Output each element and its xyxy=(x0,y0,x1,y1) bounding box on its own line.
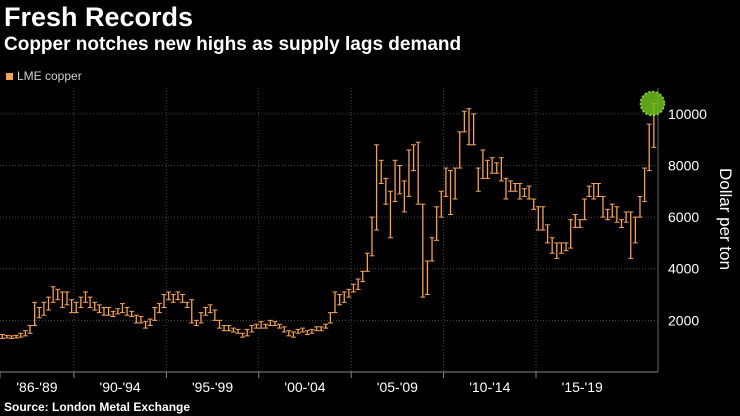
legend: LME copper xyxy=(6,69,82,83)
price-bars xyxy=(0,102,657,339)
legend-swatch xyxy=(6,72,13,80)
y-tick-label: 8000 xyxy=(668,157,699,173)
x-tick-label: '90-'94 xyxy=(100,379,141,395)
y-axis: 2000 4000 6000 8000 10000 Dollar per ton xyxy=(0,88,735,373)
vertical-gridlines xyxy=(73,88,537,372)
source-note: Source: London Metal Exchange xyxy=(4,400,191,414)
legend-label: LME copper xyxy=(17,69,82,83)
gridlines xyxy=(0,113,658,321)
y-axis-label: Dollar per ton xyxy=(716,168,735,270)
x-tick-label: '05-'09 xyxy=(377,379,418,395)
chart-subtitle: Copper notches new highs as supply lags … xyxy=(4,34,462,55)
x-tick-label: '10-'14 xyxy=(469,379,510,395)
chart-title: Fresh Records xyxy=(4,2,194,32)
x-tick-label: '15-'19 xyxy=(562,379,603,395)
record-high-marker xyxy=(639,90,666,117)
y-tick-label: 2000 xyxy=(668,312,699,328)
x-tick-label: '95-'99 xyxy=(192,379,233,395)
annotation-layer xyxy=(639,90,666,117)
y-tick-label: 6000 xyxy=(668,209,699,225)
y-tick-label: 10000 xyxy=(668,106,707,122)
x-tick-label: '00-'04 xyxy=(284,379,325,395)
y-tick-label: 4000 xyxy=(668,261,699,277)
x-tick-label: '86-'89 xyxy=(16,379,57,395)
x-axis: '86-'89 '90-'94 '95-'99 '00-'04 '05-'09 '10-'… xyxy=(0,372,603,395)
